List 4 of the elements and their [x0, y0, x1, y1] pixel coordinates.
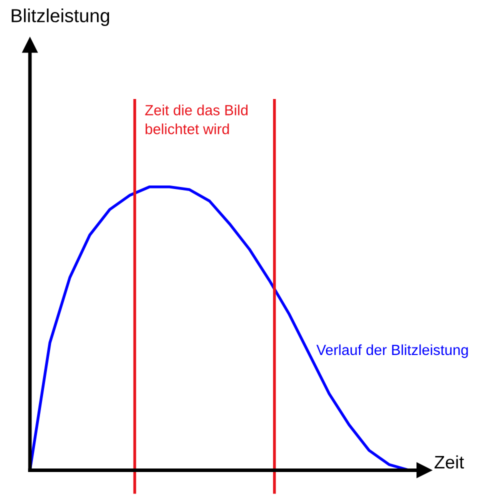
x-axis-title: Zeit: [434, 455, 464, 469]
text: Zeit die das Bild belichtet wird: [145, 104, 248, 134]
annotation: Verlauf der Blitzleistung: [316, 344, 468, 358]
text: Blitzleistung: [12, 8, 110, 26]
